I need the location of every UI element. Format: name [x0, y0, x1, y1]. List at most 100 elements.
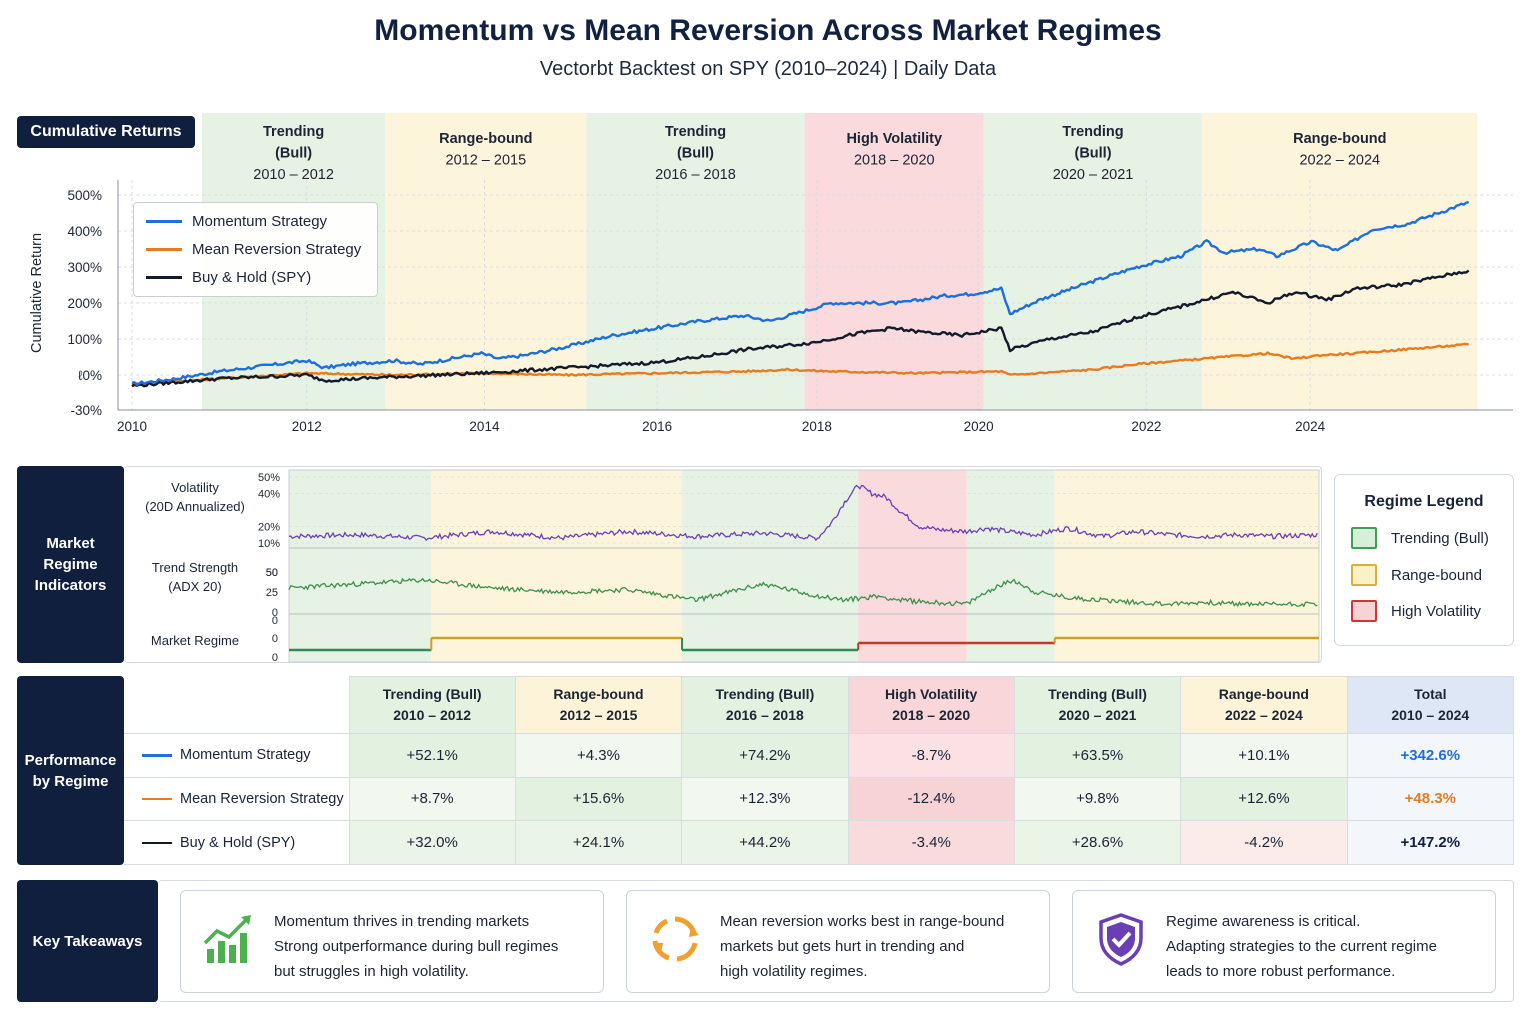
regime-band — [804, 113, 984, 410]
indicator-band — [966, 470, 1055, 662]
regime-tick-label: 0 — [272, 633, 278, 645]
table-cell: +9.8% — [1013, 776, 1182, 822]
regime-legend-item-trending: Trending (Bull) — [1351, 527, 1489, 549]
row-label: Buy & Hold (SPY) — [124, 820, 350, 865]
x-tick-label: 2014 — [469, 419, 500, 434]
regime-band-label: (Bull) — [1074, 146, 1111, 162]
adx-tick-label: 25 — [266, 587, 278, 599]
legend-swatch — [146, 276, 182, 279]
table-cell: +4.3% — [514, 733, 683, 778]
row-label: Mean Reversion Strategy — [124, 776, 350, 822]
regime-band — [385, 113, 587, 410]
regime-band-label: 2020 – 2021 — [1053, 167, 1134, 183]
trend-strength-line — [288, 577, 1318, 608]
y-tick-label: 300% — [67, 260, 102, 275]
regime-band-label: Trending — [1062, 124, 1123, 140]
page-subtitle: Vectorbt Backtest on SPY (2010–2024) | D… — [539, 58, 997, 80]
market-regime-indicators-label: Market Regime Indicators — [17, 466, 124, 663]
volatility-line — [288, 484, 1318, 542]
legend-label: Momentum Strategy — [192, 213, 328, 230]
indicator-band — [431, 470, 683, 662]
takeaway-card-momentum: Momentum thrives in trending markets Str… — [180, 890, 604, 993]
table-cell: +28.6% — [1013, 820, 1182, 865]
indicator-band — [682, 470, 859, 662]
legend-item-mean-reversion[interactable]: Mean Reversion Strategy — [146, 241, 361, 258]
regime-band-label: (Bull) — [677, 146, 714, 162]
x-tick-label: 2010 — [117, 419, 147, 434]
indicator-frame — [288, 469, 1320, 663]
market-regime-label: Market Regime — [150, 633, 240, 648]
legend-item-buy-hold[interactable]: Buy & Hold (SPY) — [146, 269, 311, 286]
regime-legend-label: Range-bound — [1391, 566, 1482, 584]
table-row: Buy & Hold (SPY) +32.0% +24.1% +44.2% -3… — [124, 820, 1515, 865]
regime-legend-item-range: Range-bound — [1351, 564, 1482, 586]
table-cell: -3.4% — [847, 820, 1015, 865]
performance-by-regime-label: Performance by Regime — [17, 676, 124, 865]
legend-swatch — [146, 220, 182, 223]
range-swatch — [1351, 564, 1377, 586]
table-cell-total: +48.3% — [1346, 776, 1515, 822]
regime-legend-label: High Volatility — [1391, 602, 1482, 620]
takeaway-card-mean-reversion: Mean reversion works best in range-bound… — [626, 890, 1050, 993]
y-axis-label: Cumulative Return — [29, 233, 45, 353]
momentum-line — [131, 201, 1469, 386]
legend-label: Mean Reversion Strategy — [192, 241, 362, 258]
regime-tick-label: 0 — [272, 652, 278, 664]
table-header-row: Trending (Bull) 2010 – 2012 Range-bound 20… — [124, 676, 1515, 734]
mean-reversion-line — [131, 342, 1469, 386]
regime-band-label: 2018 – 2020 — [854, 153, 935, 169]
column-header: Range-bound 2022 – 2024 — [1180, 676, 1348, 734]
regime-band — [1202, 113, 1478, 410]
regime-band — [983, 113, 1203, 410]
volatility-tick-label: 20% — [258, 522, 280, 534]
y-tick-label: 100% — [67, 332, 102, 347]
table-cell: +32.0% — [348, 820, 516, 865]
adx-tick-label: 0 — [272, 607, 278, 619]
x-tick-label: 2016 — [642, 419, 672, 434]
regime-band-label: Range-bound — [439, 131, 532, 147]
regime-legend-label: Trending (Bull) — [1391, 529, 1489, 547]
column-header: High Volatility 2018 – 2020 — [847, 676, 1015, 734]
column-header: Trending (Bull) 2010 – 2012 — [348, 676, 516, 734]
legend-label: Buy & Hold (SPY) — [192, 269, 312, 286]
volatility-tick-label: 50% — [258, 472, 280, 484]
row-label: Momentum Strategy — [124, 733, 350, 778]
regime-legend-item-highvol: High Volatility — [1351, 600, 1481, 622]
takeaway-text: Regime awareness is critical. Adapting s… — [1166, 913, 1437, 980]
takeaway-text: Mean reversion works best in range-bound… — [720, 913, 1005, 980]
regime-tick-label: 0 — [272, 615, 278, 627]
regime-legend-title: Regime Legend — [1364, 493, 1484, 510]
growth-chart-icon — [203, 915, 251, 963]
table-corner — [124, 676, 350, 734]
column-header: Trending (Bull) 2016 – 2018 — [681, 676, 849, 734]
x-tick-label: 2018 — [802, 419, 832, 434]
volatility-label: Volatility (20D Annualized) — [145, 480, 245, 514]
chart-legend: Momentum Strategy Mean Reversion Strateg… — [133, 202, 378, 297]
table-cell: -8.7% — [847, 733, 1015, 778]
adx-tick-label: 50 — [266, 567, 278, 579]
takeaway-text: Momentum thrives in trending markets Str… — [274, 913, 559, 980]
regime-band-label: 2022 – 2024 — [1299, 153, 1380, 169]
x-tick-label: 2020 — [964, 419, 994, 434]
column-header: Total 2010 – 2024 — [1346, 676, 1515, 734]
key-takeaways-label: Key Takeaways — [17, 880, 158, 1002]
legend-item-momentum[interactable]: Momentum Strategy — [146, 213, 327, 230]
regime-band-label: 2016 – 2018 — [655, 167, 736, 183]
trending-swatch — [1351, 527, 1377, 549]
column-header: Trending (Bull) 2020 – 2021 — [1013, 676, 1182, 734]
cumulative-returns-label: Cumulative Returns — [17, 116, 195, 148]
y-tick-label: 400% — [67, 224, 102, 239]
volatility-tick-label: 10% — [258, 538, 280, 550]
y-tick-label: 500% — [67, 188, 102, 203]
x-tick-label: 2022 — [1131, 419, 1161, 434]
table-cell: +44.2% — [681, 820, 849, 865]
indicator-band — [858, 470, 967, 662]
indicator-band — [1054, 470, 1319, 662]
table-cell: +24.1% — [514, 820, 683, 865]
x-tick-label: 2012 — [292, 419, 322, 434]
table-cell: +15.6% — [514, 776, 683, 822]
regime-band-label: (Bull) — [275, 146, 312, 162]
table-row: Momentum Strategy +52.1% +4.3% +74.2% -8… — [124, 733, 1515, 778]
table-cell: +74.2% — [681, 733, 849, 778]
